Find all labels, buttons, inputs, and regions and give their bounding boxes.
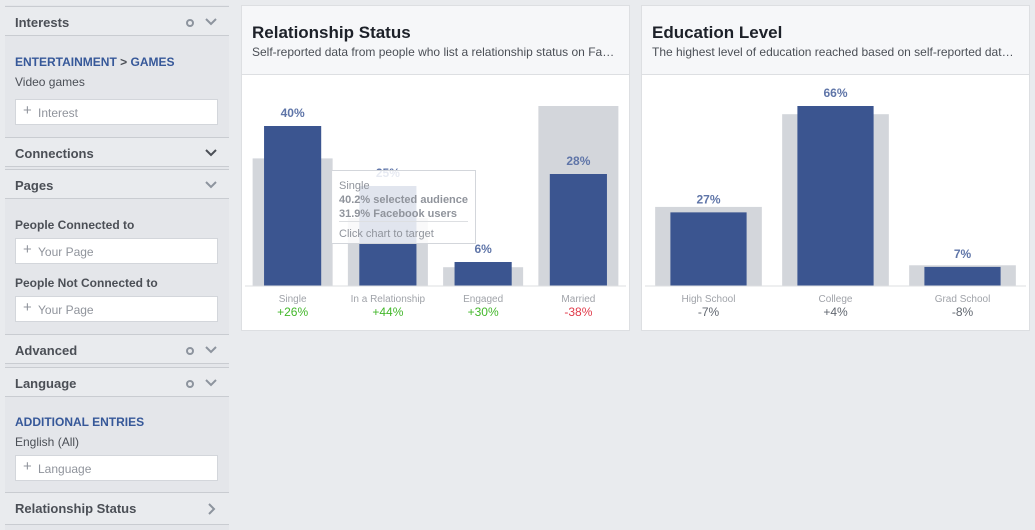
change-label: -7% — [698, 305, 720, 319]
value-label: 28% — [566, 154, 590, 168]
card-header: Education Level The highest level of edu… — [642, 6, 1029, 75]
value-label: 6% — [474, 242, 492, 256]
placeholder: Language — [38, 462, 92, 476]
plus-icon: + — [23, 102, 32, 119]
chart-card[interactable]: Education Level The highest level of edu… — [641, 5, 1030, 331]
category-label: Single — [279, 294, 307, 305]
divider — [339, 221, 468, 222]
section-heading: ADDITIONAL ENTRIES — [15, 415, 145, 429]
category-label: College — [819, 294, 853, 305]
chart: 27% High School-7% 66% College+4% 7% Grad Sch… — [645, 86, 1026, 319]
plus-icon: + — [23, 458, 32, 475]
value-label: 66% — [823, 86, 847, 100]
tooltip-action: Click chart to target — [339, 228, 434, 240]
category-name: ENTERTAINMENT — [15, 55, 117, 69]
page-input[interactable]: + Your Page — [15, 296, 218, 322]
subcategory-name: GAMES — [130, 55, 175, 69]
change-label: -8% — [952, 305, 974, 319]
change-label: -38% — [564, 305, 592, 319]
placeholder: Your Page — [38, 303, 94, 317]
audience-bar — [924, 266, 1001, 286]
audience-bar — [264, 126, 322, 286]
separator: > — [120, 55, 128, 69]
change-label: +30% — [468, 305, 499, 319]
field-label: People Not Connected to — [15, 276, 158, 290]
section-header[interactable]: Connections — [5, 137, 229, 167]
icons — [208, 503, 216, 515]
category[interactable]: ENTERTAINMENT > GAMES — [15, 55, 175, 69]
section-title: Language — [15, 376, 77, 391]
section-title: Pages — [15, 178, 54, 193]
icons — [205, 181, 217, 189]
icons — [205, 149, 217, 157]
tooltip-line: 40.2% selected audience — [339, 194, 469, 206]
page-input[interactable]: + Your Page — [15, 238, 218, 264]
chart-card[interactable]: Relationship Status Self-reported data f… — [241, 5, 630, 331]
section-header[interactable]: Interests — [5, 6, 229, 36]
audience-bar — [797, 106, 874, 286]
value-label: 40% — [281, 106, 305, 120]
icons — [186, 379, 217, 388]
change-label: +4% — [823, 305, 848, 319]
interest-input[interactable]: + Interest — [15, 99, 218, 125]
language-input[interactable]: + Language — [15, 455, 218, 481]
plus-icon: + — [23, 299, 32, 316]
audience-bar — [670, 212, 747, 286]
icons — [186, 18, 217, 27]
chart-subtitle: Self-reported data from people who list … — [252, 45, 615, 59]
icons — [186, 346, 217, 355]
chart-title: Relationship Status — [252, 23, 411, 42]
audience-bar — [549, 174, 607, 286]
category-label: Grad School — [935, 294, 991, 305]
value-label: 27% — [696, 192, 720, 206]
section-title: Interests — [15, 15, 70, 30]
placeholder: Your Page — [38, 245, 94, 259]
section-title: Advanced — [15, 343, 78, 358]
field-label: People Connected to — [15, 218, 135, 232]
section-title: Relationship Status — [15, 501, 137, 516]
change-label: +44% — [372, 305, 403, 319]
category-label: High School — [682, 294, 736, 305]
tooltip-category: Single — [339, 180, 370, 192]
category-label: Married — [561, 294, 595, 305]
sidebar: Interests ENTERTAINMENT > GAMES Video ga… — [5, 5, 229, 530]
section-header[interactable]: Language — [5, 367, 229, 397]
category-label: Engaged — [463, 294, 503, 305]
card-header: Relationship Status Self-reported data f… — [242, 6, 629, 75]
section-header[interactable]: Relationship Status — [5, 492, 229, 525]
section-header[interactable]: Advanced — [5, 334, 229, 364]
chart: 40%Single+26%25%In a Relationship+44%6%E… — [245, 106, 626, 319]
placeholder: Interest — [38, 106, 79, 120]
value-label: 7% — [954, 247, 972, 261]
section-title: Connections — [15, 146, 94, 161]
section-header[interactable]: Pages — [5, 169, 229, 199]
tooltip: Single 40.2% selected audience 31.9% Fac… — [331, 170, 476, 244]
change-label: +26% — [277, 305, 308, 319]
language-item: English (All) — [15, 435, 80, 449]
plus-icon: + — [23, 241, 32, 258]
chart-subtitle: The highest level of education reached b… — [652, 45, 1014, 59]
chart-title: Education Level — [652, 23, 783, 42]
audience-bar — [454, 262, 512, 286]
interest-item: Video games — [15, 75, 85, 89]
tooltip-line: 31.9% Facebook users — [339, 208, 458, 220]
category-label: In a Relationship — [351, 294, 426, 305]
